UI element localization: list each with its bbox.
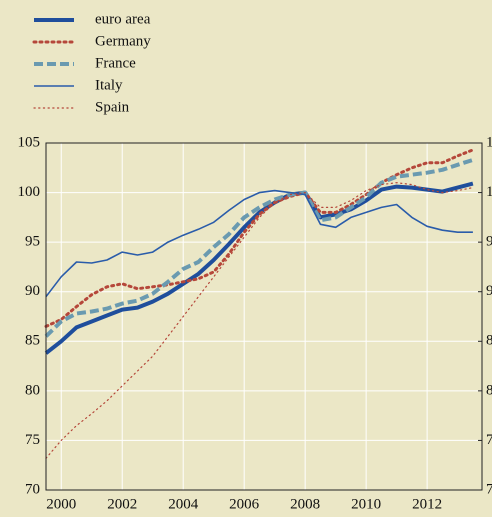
- y-tick-label: 80: [25, 382, 40, 398]
- x-tick-label: 2002: [107, 496, 137, 512]
- y2-tick-label: 90: [486, 283, 492, 299]
- y-tick-label: 75: [25, 432, 40, 448]
- y-tick-label: 90: [25, 283, 40, 299]
- legend-label: Spain: [95, 99, 130, 115]
- series-line: [45, 189, 473, 298]
- series-line: [44, 181, 474, 355]
- legend-label: Italy: [95, 77, 123, 93]
- y-tick-label: 95: [25, 234, 40, 250]
- x-tick-label: 2006: [229, 496, 260, 512]
- series-line: [45, 182, 474, 459]
- x-tick-label: 2010: [351, 496, 381, 512]
- y2-tick-label: 105: [486, 134, 492, 150]
- series-line: [44, 157, 474, 338]
- y-tick-label: 85: [25, 333, 40, 349]
- x-tick-label: 2004: [168, 496, 199, 512]
- y2-tick-label: 75: [486, 432, 492, 448]
- x-tick-label: 2008: [290, 496, 320, 512]
- y2-tick-label: 100: [486, 184, 492, 200]
- legend-label: Germany: [95, 33, 151, 49]
- y2-tick-label: 95: [486, 234, 492, 250]
- y2-tick-label: 70: [486, 481, 492, 497]
- series-line: [44, 148, 475, 328]
- y2-tick-label: 80: [486, 382, 492, 398]
- y-tick-label: 105: [18, 134, 41, 150]
- plot-frame: [45, 142, 483, 491]
- x-tick-label: 2012: [412, 496, 442, 512]
- y-tick-label: 70: [25, 481, 40, 497]
- y2-tick-label: 85: [486, 333, 492, 349]
- x-tick-label: 2000: [46, 496, 76, 512]
- legend-label: euro area: [95, 11, 151, 27]
- y-tick-label: 100: [18, 184, 41, 200]
- legend-label: France: [95, 55, 136, 71]
